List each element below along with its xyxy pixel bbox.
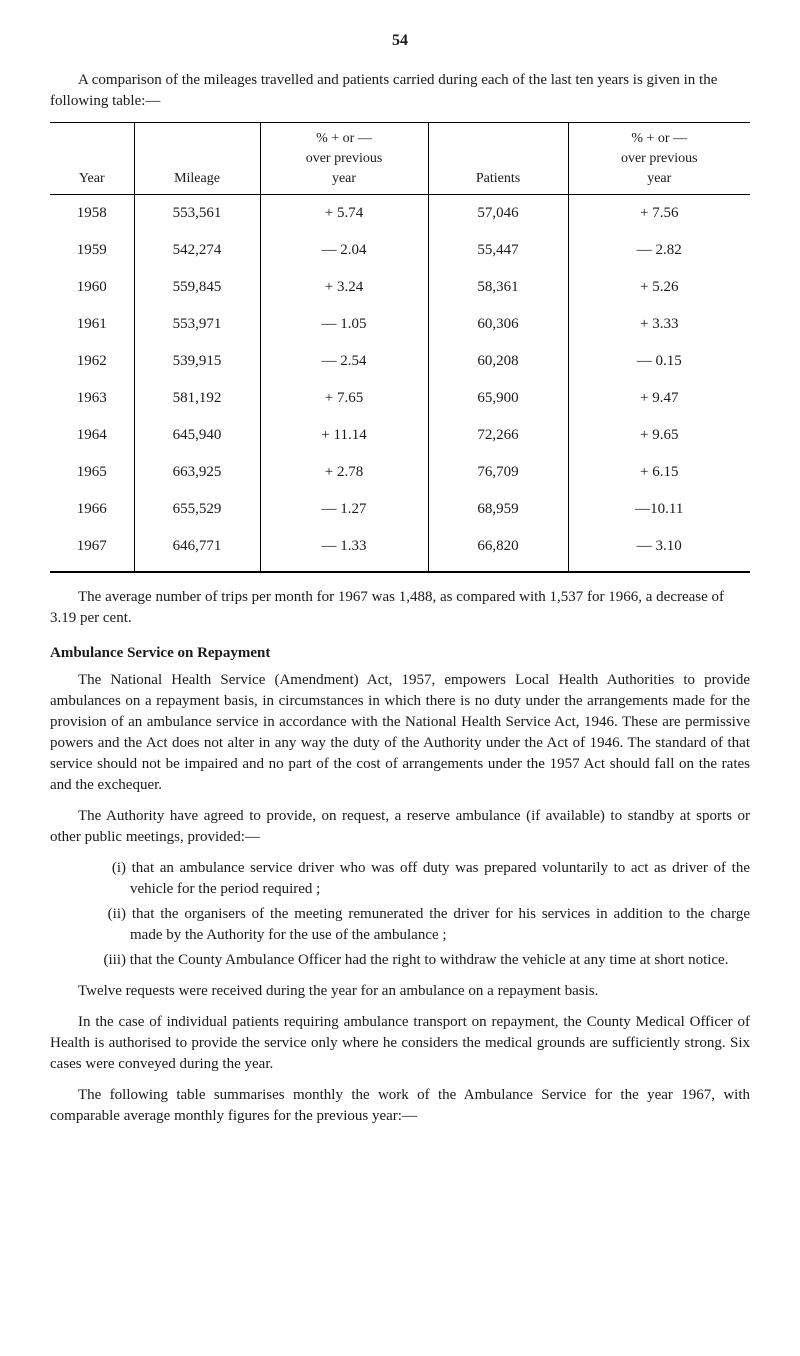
table-cell: 542,274 — [134, 232, 260, 269]
table-cell: — 3.10 — [568, 528, 750, 572]
table-cell: + 11.14 — [260, 417, 428, 454]
table-cell: 1958 — [50, 195, 134, 233]
page-number: 54 — [50, 30, 750, 52]
paragraph-1: The National Health Service (Amendment) … — [50, 670, 750, 796]
table-row: 1961553,971— 1.0560,306+ 3.33 — [50, 306, 750, 343]
table-cell: 559,845 — [134, 269, 260, 306]
table-cell: 539,915 — [134, 343, 260, 380]
table-cell: — 0.15 — [568, 343, 750, 380]
table-cell: 58,361 — [428, 269, 568, 306]
table-cell: 1966 — [50, 491, 134, 528]
table-cell: — 2.04 — [260, 232, 428, 269]
table-cell: 60,306 — [428, 306, 568, 343]
table-row: 1962539,915— 2.5460,208— 0.15 — [50, 343, 750, 380]
table-cell: 55,447 — [428, 232, 568, 269]
table-cell: 1963 — [50, 380, 134, 417]
table-row: 1960559,845+ 3.2458,361+ 5.26 — [50, 269, 750, 306]
table-cell: 1965 — [50, 454, 134, 491]
table-cell: — 2.82 — [568, 232, 750, 269]
header-patients: Patients — [428, 123, 568, 195]
table-cell: 581,192 — [134, 380, 260, 417]
list-marker: (ii) — [100, 904, 126, 925]
header-year: Year — [50, 123, 134, 195]
table-cell: 655,529 — [134, 491, 260, 528]
table-row: 1966655,529— 1.2768,959—10.11 — [50, 491, 750, 528]
table-cell: 1967 — [50, 528, 134, 572]
table-row: 1967646,771— 1.3366,820— 3.10 — [50, 528, 750, 572]
table-cell: + 5.74 — [260, 195, 428, 233]
table-row: 1963581,192+ 7.6565,900+ 9.47 — [50, 380, 750, 417]
list-item: (ii) that the organisers of the meeting … — [130, 904, 750, 946]
header-patients-pct: % + or — over previous year — [568, 123, 750, 195]
table-cell: 663,925 — [134, 454, 260, 491]
table-cell: 1959 — [50, 232, 134, 269]
header-mileage: Mileage — [134, 123, 260, 195]
table-cell: 76,709 — [428, 454, 568, 491]
table-cell: 553,971 — [134, 306, 260, 343]
table-cell: 72,266 — [428, 417, 568, 454]
list-item: (i) that an ambulance service driver who… — [130, 858, 750, 900]
table-header-row: Year Mileage % + or — over previous year… — [50, 123, 750, 195]
mileage-table: Year Mileage % + or — over previous year… — [50, 122, 750, 573]
table-cell: — 1.05 — [260, 306, 428, 343]
paragraph-4: In the case of individual patients requi… — [50, 1012, 750, 1075]
header-mileage-pct: % + or — over previous year — [260, 123, 428, 195]
table-cell: 57,046 — [428, 195, 568, 233]
table-cell: 646,771 — [134, 528, 260, 572]
after-table-text: The average number of trips per month fo… — [50, 587, 750, 629]
table-cell: — 2.54 — [260, 343, 428, 380]
table-cell: + 6.15 — [568, 454, 750, 491]
table-cell: 1964 — [50, 417, 134, 454]
table-cell: 1960 — [50, 269, 134, 306]
table-cell: 60,208 — [428, 343, 568, 380]
table-cell: + 7.56 — [568, 195, 750, 233]
conditions-list: (i) that an ambulance service driver who… — [50, 858, 750, 971]
list-marker: (i) — [100, 858, 126, 879]
table-cell: — 1.27 — [260, 491, 428, 528]
table-cell: 68,959 — [428, 491, 568, 528]
table-cell: —10.11 — [568, 491, 750, 528]
table-cell: + 3.33 — [568, 306, 750, 343]
table-cell: 553,561 — [134, 195, 260, 233]
table-cell: 1962 — [50, 343, 134, 380]
table-cell: + 3.24 — [260, 269, 428, 306]
table-row: 1958553,561+ 5.7457,046+ 7.56 — [50, 195, 750, 233]
table-cell: 65,900 — [428, 380, 568, 417]
table-cell: 1961 — [50, 306, 134, 343]
table-row: 1959542,274— 2.0455,447— 2.82 — [50, 232, 750, 269]
paragraph-3: Twelve requests were received during the… — [50, 981, 750, 1002]
table-row: 1964645,940+ 11.1472,266+ 9.65 — [50, 417, 750, 454]
intro-text: A comparison of the mileages travelled a… — [50, 70, 750, 112]
list-marker: (iii) — [100, 950, 126, 971]
table-cell: 66,820 — [428, 528, 568, 572]
table-cell: + 2.78 — [260, 454, 428, 491]
table-cell: + 5.26 — [568, 269, 750, 306]
table-cell: — 1.33 — [260, 528, 428, 572]
table-cell: + 9.65 — [568, 417, 750, 454]
table-row: 1965663,925+ 2.7876,709+ 6.15 — [50, 454, 750, 491]
table-cell: 645,940 — [134, 417, 260, 454]
section-heading: Ambulance Service on Repayment — [50, 643, 750, 664]
paragraph-5: The following table summarises monthly t… — [50, 1085, 750, 1127]
list-item: (iii) that the County Ambulance Officer … — [130, 950, 750, 971]
table-cell: + 9.47 — [568, 380, 750, 417]
table-cell: + 7.65 — [260, 380, 428, 417]
paragraph-2: The Authority have agreed to provide, on… — [50, 806, 750, 848]
